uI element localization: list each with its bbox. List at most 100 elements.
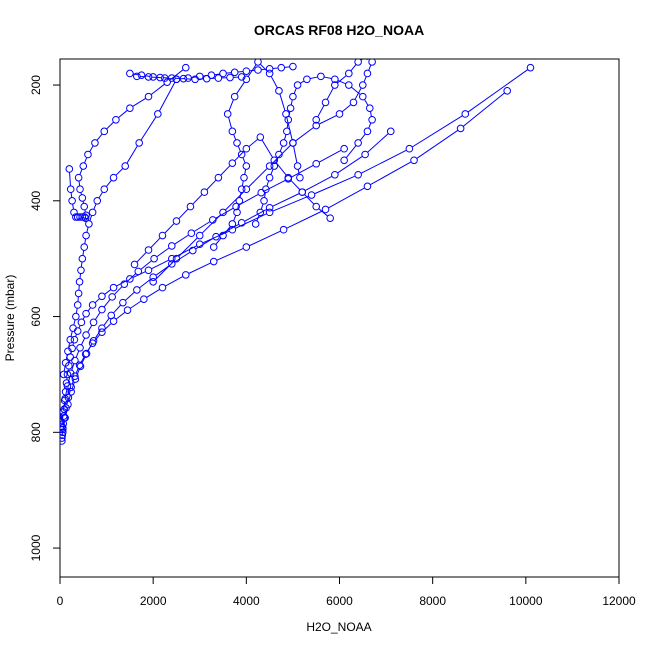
data-point <box>155 111 162 118</box>
data-point <box>283 111 290 118</box>
series-segment <box>412 116 462 147</box>
series-segment <box>133 98 146 106</box>
x-tick-label: 12000 <box>602 594 636 608</box>
series-3 <box>59 128 394 436</box>
series-segment <box>360 134 365 140</box>
data-point <box>462 111 469 118</box>
series-segment <box>294 88 296 93</box>
data-point <box>299 189 306 196</box>
series-segment <box>88 308 90 311</box>
series-segment <box>237 82 245 94</box>
data-point <box>113 116 120 123</box>
data-point <box>83 332 90 339</box>
series-segment <box>94 204 96 209</box>
series-segment <box>207 180 216 189</box>
data-point <box>86 221 93 228</box>
series-segment <box>104 300 110 307</box>
series-segment <box>179 209 188 218</box>
data-point <box>266 163 273 170</box>
series-segment <box>229 100 233 111</box>
series-segment <box>365 100 368 106</box>
series-segment <box>95 299 99 303</box>
data-point <box>231 93 238 100</box>
data-point <box>215 174 222 181</box>
series-segment <box>87 227 88 232</box>
data-point <box>364 53 371 60</box>
data-point <box>252 221 259 228</box>
series-segment <box>368 134 388 152</box>
data-point <box>387 128 394 135</box>
data-point <box>182 272 189 279</box>
data-point <box>122 163 129 170</box>
data-point <box>280 140 287 147</box>
series-segment <box>370 112 371 117</box>
data-point <box>109 294 116 301</box>
data-point <box>287 105 294 112</box>
series-segment <box>166 277 183 286</box>
data-point <box>369 59 376 66</box>
series-segment <box>147 289 160 297</box>
series-segment <box>229 117 232 128</box>
data-point <box>276 88 283 95</box>
series-segment <box>107 122 114 129</box>
series-segment <box>261 204 263 209</box>
data-point <box>243 186 250 193</box>
data-point <box>355 59 362 66</box>
data-point <box>89 209 96 216</box>
data-point <box>210 244 217 251</box>
data-point <box>150 279 157 286</box>
series-segment <box>137 253 146 262</box>
series-segment <box>165 224 174 233</box>
series-segment <box>468 70 528 112</box>
series-segment <box>346 146 356 158</box>
data-point <box>308 192 315 199</box>
data-point <box>255 59 262 66</box>
series-segment <box>141 117 156 140</box>
data-point <box>169 243 176 250</box>
y-tick-label: 600 <box>29 306 43 326</box>
series-segment <box>324 77 331 78</box>
data-point <box>173 218 180 225</box>
series-segment <box>262 140 272 157</box>
series-segment <box>291 180 300 189</box>
series-segment <box>193 195 202 204</box>
series-9 <box>150 53 376 285</box>
data-point <box>83 232 90 239</box>
data-point <box>362 151 369 158</box>
series-segment <box>318 105 324 116</box>
x-tick-label: 10000 <box>509 594 543 608</box>
data-point <box>108 312 115 319</box>
data-point <box>336 111 343 118</box>
series-segment <box>202 215 220 233</box>
data-point <box>92 140 99 147</box>
series-segment <box>327 88 333 99</box>
data-point <box>85 151 92 158</box>
series-segment <box>329 188 365 208</box>
data-point <box>134 287 141 294</box>
series-segment <box>267 181 269 186</box>
data-point <box>227 74 234 81</box>
data-point <box>229 160 236 167</box>
data-point <box>136 140 143 147</box>
series-segment <box>234 216 236 221</box>
data-point <box>266 204 273 211</box>
series-segment <box>189 263 211 273</box>
data-point <box>77 186 84 193</box>
x-tick-label: 4000 <box>233 594 260 608</box>
series-segment <box>175 235 189 244</box>
data-point <box>81 203 88 210</box>
series-segment <box>85 158 87 163</box>
series-segment <box>296 128 314 141</box>
series-segment <box>249 169 267 187</box>
data-point <box>208 72 215 79</box>
data-point <box>294 163 301 170</box>
y-tick-label: 1000 <box>29 534 43 561</box>
data-point <box>290 140 297 147</box>
data-point <box>101 186 108 193</box>
data-point <box>127 70 134 77</box>
data-point <box>304 76 311 83</box>
y-tick-label: 400 <box>29 190 43 210</box>
data-point <box>74 302 81 309</box>
series-segment <box>79 181 80 186</box>
